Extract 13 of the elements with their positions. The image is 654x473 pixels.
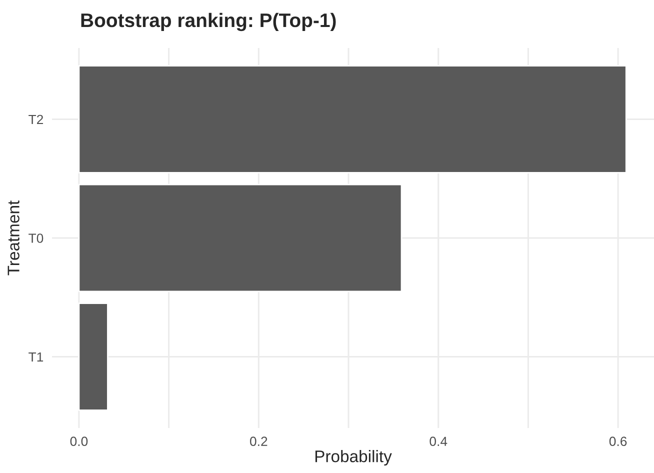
bar [78, 65, 627, 174]
y-tick-label: T1 [28, 352, 44, 362]
x-tick-label: 0.0 [70, 436, 88, 446]
x-tick-label: 0.2 [250, 436, 268, 446]
y-tick-label: T0 [28, 234, 44, 243]
x-axis-title: Probability [315, 450, 392, 466]
x-tick-label: 0.4 [430, 436, 448, 446]
bar [78, 184, 402, 292]
bar [78, 302, 108, 411]
y-tick-label: T2 [28, 114, 44, 124]
x-tick-label: 0.6 [609, 436, 627, 446]
y-axis-title: Treatment [8, 200, 20, 276]
chart-title: Bootstrap ranking: P(Top-1) [81, 12, 336, 32]
